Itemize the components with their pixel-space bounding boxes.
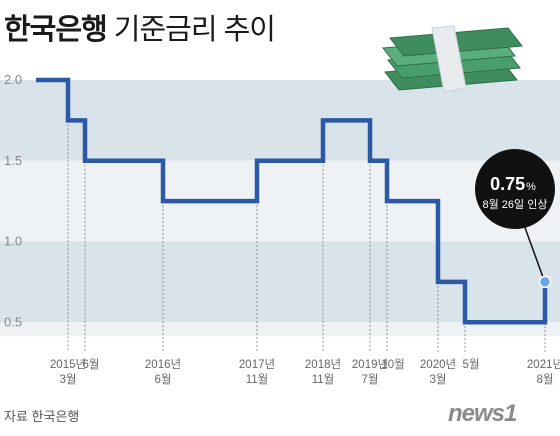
x-tick-month-6: 10월: [381, 358, 404, 371]
x-tick-month-5: 7월: [362, 373, 379, 386]
x-tick-month-3: 11월: [246, 373, 269, 386]
brand-logo: news1: [448, 400, 517, 427]
x-tick-month-4: 11월: [312, 373, 335, 386]
source-note: 자료 한국은행: [4, 409, 80, 424]
callout-note: 8월 26일 인상: [483, 197, 548, 211]
callout-unit: %: [526, 181, 536, 193]
rate-line: [36, 77, 548, 325]
guide-lines: [67, 120, 546, 352]
x-tick-month-2: 6월: [155, 373, 172, 386]
callout-value: 0.75: [490, 174, 525, 194]
band-1: [0, 160, 560, 242]
end-point-marker: [538, 275, 552, 289]
band-2: [0, 241, 560, 323]
x-tick-year-7: 2020년: [420, 358, 456, 371]
title-bold: 한국은행: [4, 14, 108, 46]
callout-bubble: [475, 149, 555, 229]
x-tick-year-4: 2018년: [305, 358, 341, 371]
chart-title: 한국은행 기준금리 추이: [4, 6, 276, 48]
svg-text:0.75%: 0.75%: [490, 174, 536, 194]
rate-callout: 0.75% 8월 26일 인상: [475, 149, 555, 289]
x-tick-year-3: 2017년: [239, 358, 275, 371]
y-tick-2: 1.0: [4, 234, 22, 249]
band-bottom: [0, 322, 560, 337]
x-axis: 2015년 3월 6월 2016년 6월 2017년 11월 2018년 11월 2019년 7월1…: [50, 358, 560, 386]
title-light: 기준금리 추이: [113, 14, 276, 46]
x-tick-month-1: 6월: [83, 358, 100, 371]
x-tick-month-0: 3월: [60, 373, 77, 386]
x-tick-month-9: 8월: [537, 373, 554, 386]
band-0: [0, 80, 560, 161]
x-tick-year-9: 2021년: [527, 358, 560, 371]
y-axis: 2.0 1.5 1.0 0.5: [4, 72, 22, 329]
money-band: [431, 25, 467, 93]
y-tick-0: 2.0: [4, 72, 22, 87]
x-tick-month-7: 3월: [430, 373, 447, 386]
x-tick-month-8: 5월: [463, 358, 480, 371]
y-tick-1: 1.5: [4, 153, 22, 168]
x-tick-year-0: 2015년: [50, 358, 86, 371]
x-tick-year-2: 2016년: [145, 358, 181, 371]
y-tick-3: 0.5: [4, 314, 22, 329]
chart-bands: [0, 80, 560, 337]
x-tick-year-5: 2019년: [352, 358, 388, 371]
money-stack-icon: [382, 25, 523, 93]
